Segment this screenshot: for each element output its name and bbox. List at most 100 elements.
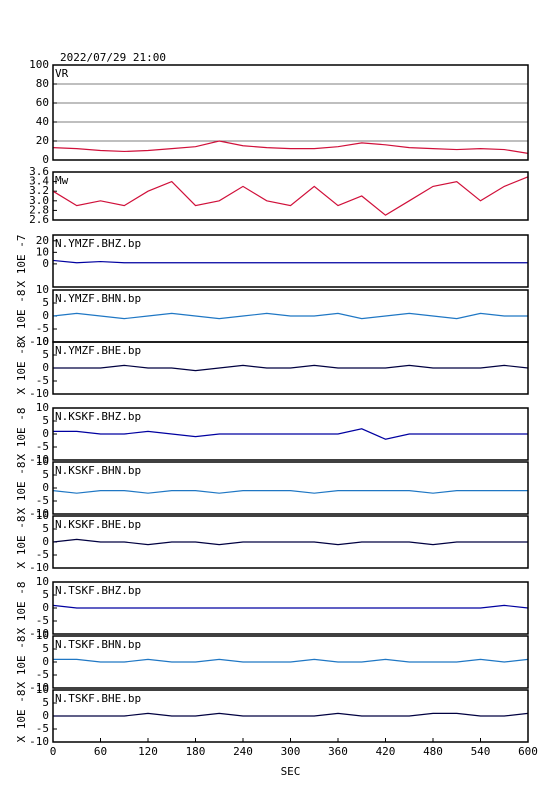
trace — [52, 176, 529, 216]
panel-frame — [52, 461, 529, 515]
x-tick-label: 0 — [50, 745, 57, 758]
y-tick-label: -10 — [29, 387, 49, 400]
y-axis-label: X 10E -8 — [15, 290, 28, 343]
y-tick-label: -10 — [29, 627, 49, 640]
x-tick-label: 600 — [518, 745, 538, 758]
y-tick-label: 10 — [36, 683, 49, 696]
y-tick-label: 2.6 — [29, 213, 49, 226]
y-tick-label: 10 — [36, 455, 49, 468]
y-tick-label: 60 — [36, 96, 49, 109]
y-tick-label: 0 — [42, 309, 49, 322]
panel-label: N.TSKF.BHN.bp — [55, 638, 141, 651]
y-tick-label: 5 — [42, 522, 49, 535]
y-tick-label: 5 — [42, 642, 49, 655]
x-axis-label: SEC — [281, 765, 301, 778]
y-axis-label: X 10E -8 — [15, 462, 28, 515]
panel-label: N.KSKF.BHE.bp — [55, 518, 141, 531]
y-tick-label: -10 — [29, 681, 49, 694]
panel-frame — [52, 234, 529, 288]
panel-frame — [52, 64, 529, 161]
y-tick-label: -5 — [36, 668, 49, 681]
y-tick-label: 3.2 — [29, 184, 49, 197]
y-axis-label: X 10E -8 — [15, 690, 28, 743]
panel-frame — [52, 407, 529, 461]
y-tick-label: -5 — [36, 548, 49, 561]
y-tick-label: 5 — [42, 348, 49, 361]
timestamp: 2022/07/29 21:00 — [60, 51, 166, 64]
y-tick-label: -5 — [36, 494, 49, 507]
y-tick-label: 10 — [36, 335, 49, 348]
trace — [52, 490, 528, 494]
y-tick-label: -5 — [36, 440, 49, 453]
y-tick-label: 40 — [36, 115, 49, 128]
y-tick-label: 2.8 — [29, 203, 49, 216]
trace — [52, 140, 529, 154]
panel-label: N.KSKF.BHZ.bp — [55, 410, 141, 423]
panel-label: N.YMZF.BHN.bp — [55, 292, 141, 305]
y-tick-label: 100 — [29, 58, 49, 71]
panel-label: N.TSKF.BHZ.bp — [55, 584, 141, 597]
y-axis-label: X 10E -8 — [15, 636, 28, 689]
y-tick-label: 0 — [42, 535, 49, 548]
panel-label: VR — [55, 67, 69, 80]
y-tick-label: 20 — [36, 234, 49, 247]
y-tick-label: 10 — [36, 575, 49, 588]
trace — [52, 259, 528, 264]
x-tick-label: 60 — [94, 745, 107, 758]
y-tick-label: 5 — [42, 296, 49, 309]
y-tick-label: 0 — [42, 709, 49, 722]
x-tick-label: 480 — [423, 745, 443, 758]
panel-label: Mw — [55, 174, 69, 187]
y-tick-label: -5 — [36, 614, 49, 627]
trace — [52, 538, 528, 546]
panel-frame — [52, 341, 529, 395]
y-tick-label: 3.4 — [29, 175, 49, 188]
y-axis-label: X 10E -7 — [15, 235, 28, 288]
panel-label: N.TSKF.BHE.bp — [55, 692, 141, 705]
y-tick-label: 10 — [36, 245, 49, 258]
y-tick-label: 5 — [42, 468, 49, 481]
y-axis-label: X 10E -8 — [15, 408, 28, 461]
y-tick-label: 0 — [42, 153, 49, 166]
y-tick-label: -10 — [29, 507, 49, 520]
x-tick-label: 360 — [328, 745, 348, 758]
y-tick-label: 3.6 — [29, 165, 49, 178]
y-tick-label: 5 — [42, 414, 49, 427]
panel-frame — [52, 515, 529, 569]
y-tick-label: 80 — [36, 77, 49, 90]
y-tick-label: 0 — [42, 481, 49, 494]
y-axis-label: X 10E -8 — [15, 582, 28, 635]
y-tick-label: -10 — [29, 335, 49, 348]
panel-frame — [52, 581, 529, 635]
y-tick-label: -10 — [29, 453, 49, 466]
trace — [52, 312, 528, 320]
panel-frame — [52, 171, 529, 221]
y-tick-label: 0 — [42, 257, 49, 270]
panel-label: N.YMZF.BHZ.bp — [55, 237, 141, 250]
y-axis-label: X 10E -8 — [15, 516, 28, 569]
panel-label: N.YMZF.BHE.bp — [55, 344, 141, 357]
trace — [53, 658, 529, 663]
y-tick-label: 0 — [42, 601, 49, 614]
y-axis-label: X 10E -8 — [15, 342, 28, 395]
trace — [52, 604, 529, 609]
trace — [53, 364, 529, 372]
y-tick-label: -5 — [36, 722, 49, 735]
panel-frame — [52, 635, 529, 689]
x-tick-label: 540 — [471, 745, 491, 758]
y-tick-label: -5 — [36, 322, 49, 335]
y-tick-label: 0 — [42, 655, 49, 668]
x-tick-label: 120 — [138, 745, 158, 758]
y-tick-label: 0 — [42, 427, 49, 440]
y-tick-label: 10 — [36, 509, 49, 522]
y-tick-label: -5 — [36, 374, 49, 387]
trace — [53, 712, 529, 717]
x-tick-label: 300 — [281, 745, 301, 758]
y-tick-label: -10 — [29, 561, 49, 574]
y-tick-label: 10 — [36, 629, 49, 642]
y-tick-label: 10 — [36, 401, 49, 414]
y-tick-label: -10 — [29, 735, 49, 748]
y-tick-label: 20 — [36, 134, 49, 147]
y-tick-label: 5 — [42, 588, 49, 601]
